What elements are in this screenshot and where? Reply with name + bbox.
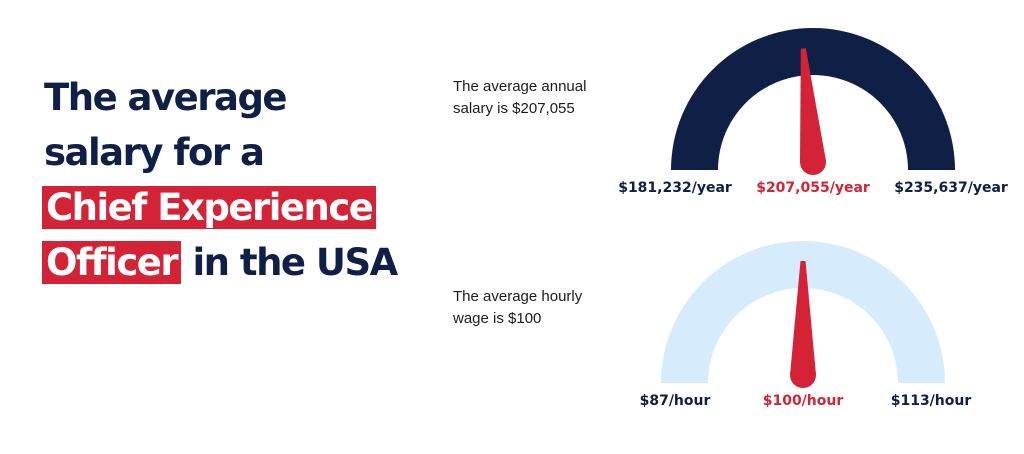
headline-officer-highlight: Officer	[42, 241, 182, 284]
headline-location-text: in the USA	[192, 241, 399, 284]
annual-salary-caption: The average annual salary is $207,055	[453, 76, 586, 120]
annual-caption-line-2: salary is $207,055	[453, 100, 575, 117]
hourly-caption-line-2: wage is $100	[453, 310, 542, 327]
hourly-gauge-needle	[790, 261, 816, 375]
hourly-wage-gauge: $87/hour $100/hour $113/hour	[640, 241, 972, 409]
annual-gauge-needle-hub	[800, 149, 826, 175]
hourly-gauge-arc	[661, 241, 945, 383]
annual-gauge-arc	[671, 28, 955, 170]
annual-gauge-value-label: $207,055/year	[756, 180, 870, 196]
hourly-wage-caption: The average hourly wage is $100	[453, 286, 582, 330]
hourly-gauge-value-label: $100/hour	[763, 393, 844, 409]
headline: The average salary for a Chief Experienc…	[42, 70, 399, 290]
headline-line-3: Chief Experience	[42, 180, 397, 235]
headline-job-title-highlight: Chief Experience	[42, 186, 377, 229]
hourly-gauge-needle-hub	[790, 362, 816, 388]
hourly-gauge-max-label: $113/hour	[891, 393, 972, 409]
headline-line-2: salary for a	[44, 131, 265, 174]
headline-line-1: The average	[44, 76, 288, 119]
annual-gauge-min-label: $181,232/year	[618, 180, 732, 196]
hourly-caption-line-1: The average hourly	[453, 288, 583, 305]
hourly-gauge-min-label: $87/hour	[640, 393, 711, 409]
annual-salary-gauge: $181,232/year $207,055/year $235,637/yea…	[618, 28, 1008, 196]
annual-caption-line-1: The average annual	[453, 78, 587, 95]
annual-gauge-needle	[800, 48, 826, 164]
annual-gauge-max-label: $235,637/year	[894, 180, 1008, 196]
headline-line-4: Officer in the USA	[42, 235, 399, 290]
